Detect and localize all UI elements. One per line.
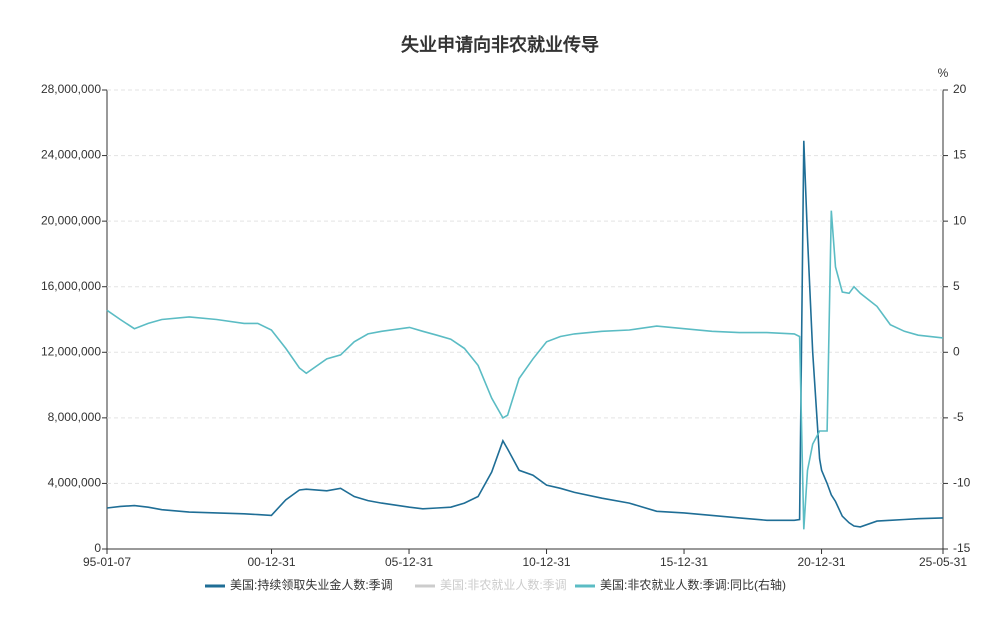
y2-tick-label: -15	[953, 541, 971, 555]
y2-tick-label: 0	[953, 344, 960, 358]
legend-label[interactable]: 美国:非农就业人数:季调:同比(右轴)	[600, 577, 786, 592]
y2-tick-label: -10	[953, 476, 971, 490]
x-tick-label: 25-05-31	[919, 555, 967, 569]
y-tick-label: 28,000,000	[41, 82, 101, 96]
y2-tick-label: 10	[953, 213, 967, 227]
y2-tick-label: 15	[953, 148, 967, 162]
y-tick-label: 4,000,000	[48, 476, 102, 490]
y2-tick-label: 20	[953, 82, 967, 96]
x-tick-label: 10-12-31	[523, 555, 571, 569]
y2-tick-label: -5	[953, 410, 964, 424]
y-tick-label: 20,000,000	[41, 213, 101, 227]
y-tick-label: 8,000,000	[48, 410, 102, 424]
x-tick-label: 15-12-31	[660, 555, 708, 569]
x-tick-label: 05-12-31	[385, 555, 433, 569]
y2-unit: %	[938, 66, 949, 80]
y2-tick-label: 5	[953, 279, 960, 293]
y-tick-label: 12,000,000	[41, 344, 101, 358]
legend-label[interactable]: 美国:持续领取失业金人数:季调	[230, 577, 393, 592]
series-line	[106, 140, 944, 528]
x-tick-label: 00-12-31	[247, 555, 295, 569]
x-tick-label: 95-01-07	[83, 555, 131, 569]
y-tick-label: 0	[94, 541, 101, 555]
chart-title: 失业申请向非农就业传导	[401, 34, 599, 55]
legend-label[interactable]: 美国:非农就业人数:季调	[440, 577, 567, 592]
series-line	[106, 210, 944, 530]
y-tick-label: 24,000,000	[41, 148, 101, 162]
y-tick-label: 16,000,000	[41, 279, 101, 293]
x-tick-label: 20-12-31	[798, 555, 846, 569]
